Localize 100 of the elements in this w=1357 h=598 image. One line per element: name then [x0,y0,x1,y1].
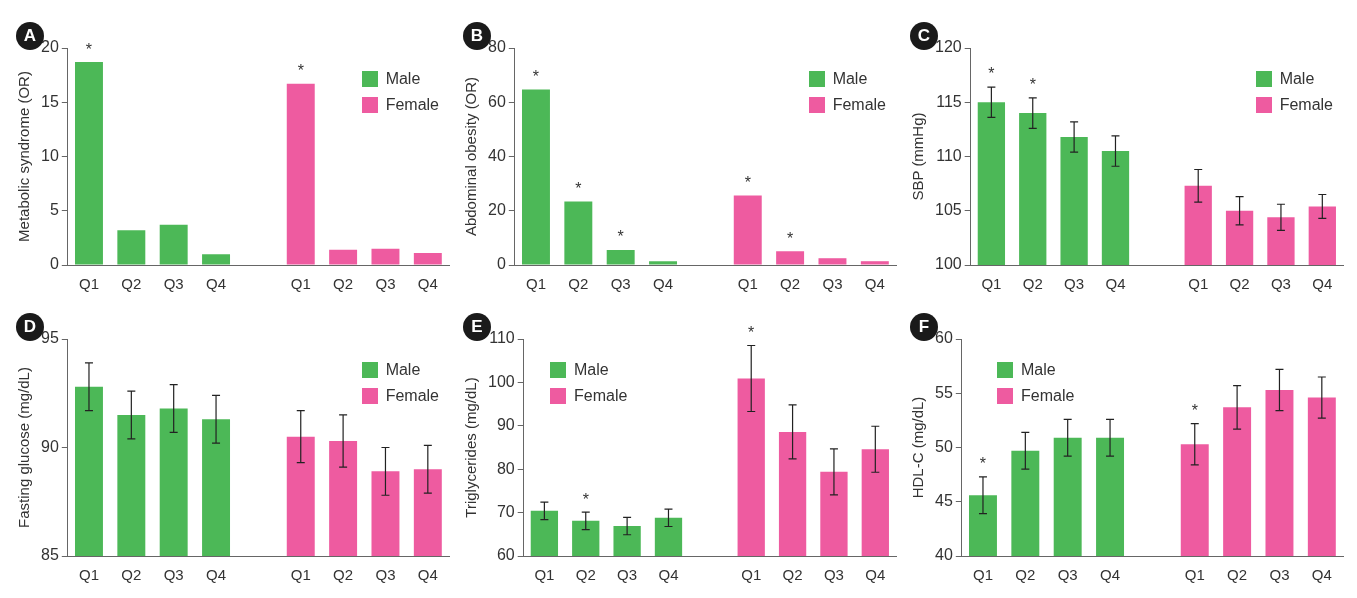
y-tick-label: 0 [49,255,59,273]
x-tick-label: Q2 [780,275,801,293]
data-label: * [1191,402,1198,420]
chart-title: D [23,317,37,336]
y-tick-label: 60 [935,329,953,347]
x-tick-label: Q1 [290,566,311,584]
legend-label: Female [574,386,628,406]
x-tick-label: Q2 [1022,275,1043,293]
x-tick-label: Q2 [1015,566,1036,584]
chart-title: F [918,317,930,336]
x-tick-label: Q4 [206,275,227,293]
x-tick-label: Q1 [525,275,546,293]
x-tick-label: Q3 [823,566,844,584]
x-tick-label: Q3 [163,275,184,293]
x-tick-label: Q1 [1188,275,1209,293]
x-tick-label: Q4 [1311,566,1332,584]
bar [202,254,231,265]
x-tick-label: Q3 [1057,566,1078,584]
legend-label: Female [832,95,886,115]
x-tick-label: Q4 [864,275,885,293]
y-axis-title: SBP (mmHg) [909,112,927,201]
y-tick-label: 55 [935,383,953,401]
x-tick-label: Q4 [1105,275,1126,293]
legend-label: Female [1021,386,1075,406]
x-tick-label: Q2 [1229,275,1250,293]
bar [371,248,400,265]
legend-label: Male [385,69,421,89]
x-tick-label: Q2 [121,566,142,584]
x-tick-label: Q2 [1227,566,1248,584]
x-tick-label: Q2 [568,275,589,293]
bar [413,253,442,265]
legend-label: Male [1279,69,1315,89]
x-tick-label: Q3 [375,566,396,584]
data-label: * [297,62,304,80]
y-tick-label: 120 [934,38,962,56]
x-tick-label: Q3 [1270,275,1291,293]
x-tick-label: Q3 [1269,566,1290,584]
bar [860,261,889,265]
y-tick-label: 90 [41,437,59,455]
bar [776,251,805,265]
data-label: * [979,455,987,473]
y-tick-label: 110 [489,329,515,347]
data-label: * [575,179,582,197]
x-tick-label: Q4 [865,566,886,584]
data-label: * [582,490,589,508]
bar [286,83,315,265]
x-tick-label: Q1 [1184,566,1205,584]
y-axis-title: Fasting glucose (mg/dL) [15,367,33,528]
bar [522,89,550,265]
y-tick-label: 40 [488,146,506,164]
y-tick-label: 80 [496,459,515,477]
bar [649,261,678,265]
chart-title: A [23,26,37,45]
x-tick-label: Q4 [417,275,438,293]
data-label: * [786,229,794,247]
data-label: * [85,40,93,58]
bar [606,250,635,265]
x-tick-label: Q3 [163,566,184,584]
x-tick-label: Q1 [290,275,311,293]
y-tick-label: 95 [41,329,59,347]
legend-label: Male [574,360,609,380]
y-tick-label: 100 [487,372,515,390]
legend-label: Male [832,69,868,89]
data-label: * [617,228,624,246]
y-tick-label: 10 [41,146,59,164]
x-tick-label: Q3 [610,275,631,293]
y-tick-label: 60 [496,546,515,564]
bar [159,224,188,265]
x-tick-label: Q4 [206,566,227,584]
x-tick-label: Q3 [617,566,638,584]
x-tick-label: Q2 [333,566,354,584]
legend-label: Female [1279,95,1333,115]
y-tick-label: 115 [936,92,962,110]
y-tick-label: 40 [935,546,953,564]
y-tick-label: 105 [934,201,962,219]
bar [818,258,847,265]
x-tick-label: Q4 [417,566,438,584]
x-tick-label: Q1 [741,566,762,584]
chart-title: C [917,26,931,45]
chart-title: E [463,313,491,341]
y-tick-label: 85 [41,546,59,564]
x-tick-label: Q1 [78,566,99,584]
legend-label: Male [385,360,421,380]
bar [733,195,762,265]
bar [564,201,593,265]
chart-title: B [470,26,484,45]
y-tick-label: 50 [935,437,953,455]
y-axis-title: Metabolic syndrome (OR) [15,71,33,242]
data-label: * [532,67,540,85]
x-tick-label: Q1 [78,275,99,293]
y-tick-label: 5 [49,201,59,219]
data-label: * [744,173,751,191]
y-tick-label: 90 [496,416,515,434]
x-tick-label: Q2 [782,566,803,584]
y-tick-label: 70 [496,503,515,521]
y-tick-label: 20 [41,38,59,56]
legend-label: Female [385,95,439,115]
x-tick-label: Q4 [1100,566,1121,584]
y-tick-label: 80 [488,38,506,56]
y-tick-label: 60 [488,92,506,110]
